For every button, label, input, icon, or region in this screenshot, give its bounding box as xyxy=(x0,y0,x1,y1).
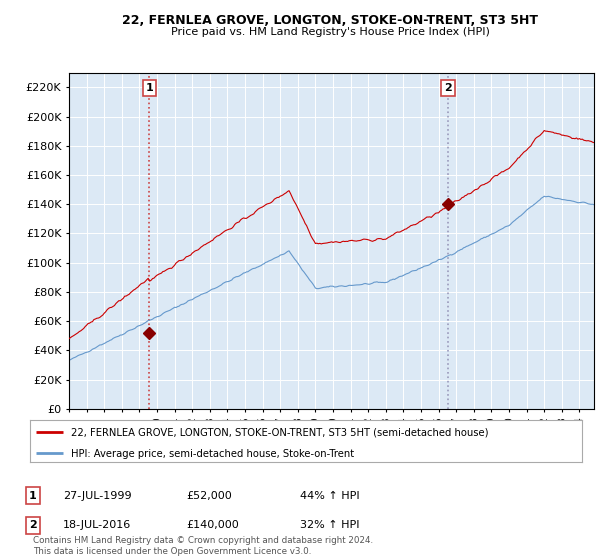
Text: 32% ↑ HPI: 32% ↑ HPI xyxy=(300,520,359,530)
Text: £52,000: £52,000 xyxy=(186,491,232,501)
Text: 1: 1 xyxy=(29,491,37,501)
Text: 22, FERNLEA GROVE, LONGTON, STOKE-ON-TRENT, ST3 5HT (semi-detached house): 22, FERNLEA GROVE, LONGTON, STOKE-ON-TRE… xyxy=(71,428,489,437)
Text: 44% ↑ HPI: 44% ↑ HPI xyxy=(300,491,359,501)
Text: HPI: Average price, semi-detached house, Stoke-on-Trent: HPI: Average price, semi-detached house,… xyxy=(71,449,355,459)
Text: Contains HM Land Registry data © Crown copyright and database right 2024.
This d: Contains HM Land Registry data © Crown c… xyxy=(33,536,373,556)
Text: 1: 1 xyxy=(146,83,154,93)
Text: 22, FERNLEA GROVE, LONGTON, STOKE-ON-TRENT, ST3 5HT: 22, FERNLEA GROVE, LONGTON, STOKE-ON-TRE… xyxy=(122,14,538,27)
Text: 2: 2 xyxy=(444,83,452,93)
Text: £140,000: £140,000 xyxy=(186,520,239,530)
Text: 18-JUL-2016: 18-JUL-2016 xyxy=(63,520,131,530)
Text: Price paid vs. HM Land Registry's House Price Index (HPI): Price paid vs. HM Land Registry's House … xyxy=(170,27,490,37)
Text: 27-JUL-1999: 27-JUL-1999 xyxy=(63,491,131,501)
Text: 2: 2 xyxy=(29,520,37,530)
